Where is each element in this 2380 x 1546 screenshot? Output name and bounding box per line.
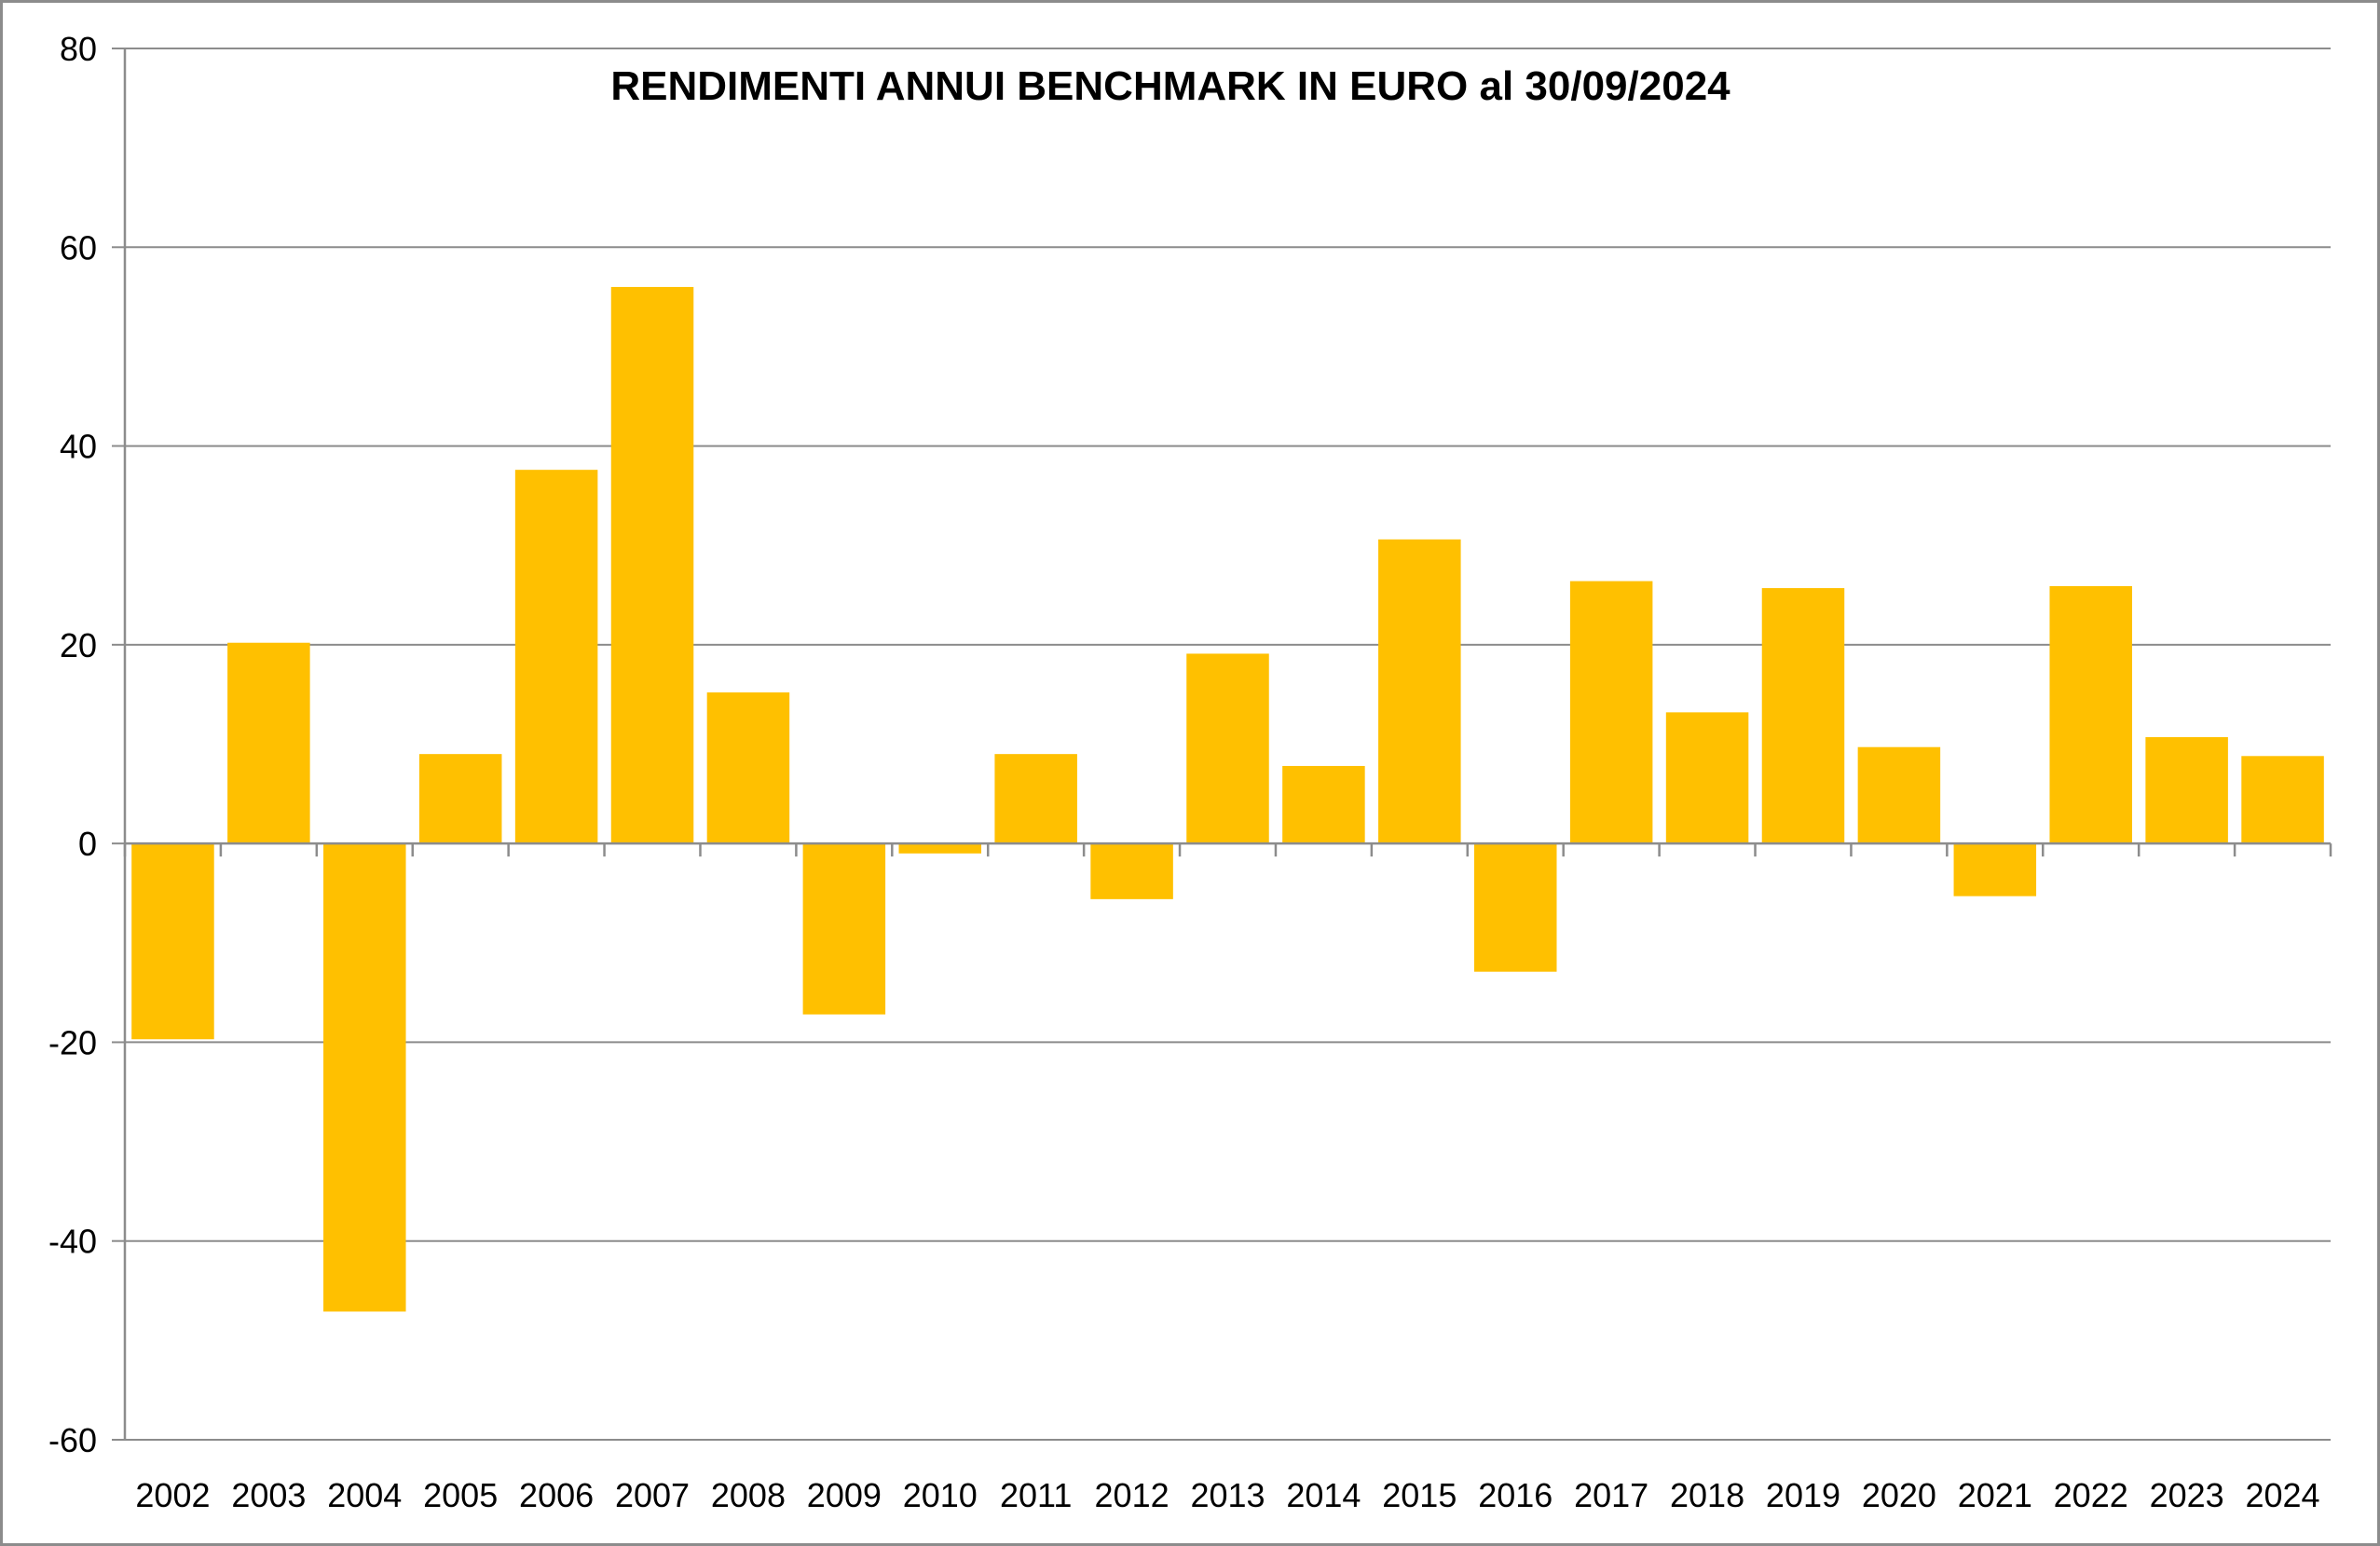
x-tick-label: 2018 <box>1670 1476 1744 1514</box>
x-tick-label: 2015 <box>1382 1476 1457 1514</box>
x-tick-label: 2009 <box>807 1476 882 1514</box>
x-tick-label: 2006 <box>519 1476 594 1514</box>
x-tick-label: 2020 <box>1862 1476 1936 1514</box>
bar-2013 <box>1186 653 1269 844</box>
y-tick-label: 80 <box>60 30 97 68</box>
y-tick-label: 60 <box>60 228 97 267</box>
x-tick-label: 2023 <box>2150 1476 2224 1514</box>
y-tick-label: -60 <box>48 1421 97 1459</box>
x-tick-label: 2024 <box>2245 1476 2319 1514</box>
x-tick-label: 2013 <box>1190 1476 1265 1514</box>
axes <box>123 48 2332 1440</box>
bar-2021 <box>1953 843 2037 896</box>
x-tick-label: 2017 <box>1574 1476 1648 1514</box>
bar-2010 <box>898 843 982 854</box>
y-tick-label: 40 <box>60 428 97 466</box>
bar-2017 <box>1569 581 1653 844</box>
bar-2007 <box>610 286 694 844</box>
x-tick-label: 2004 <box>327 1476 402 1514</box>
x-tick-label: 2005 <box>423 1476 498 1514</box>
x-tick-label: 2012 <box>1095 1476 1169 1514</box>
bar-2022 <box>2049 585 2132 844</box>
bar-2015 <box>1378 539 1461 844</box>
bar-2003 <box>227 642 310 844</box>
bar-2024 <box>2241 756 2324 844</box>
bar-2009 <box>802 843 886 1015</box>
bar-2016 <box>1473 843 1557 972</box>
y-tick-label: 0 <box>78 825 97 863</box>
x-tick-label: 2019 <box>1766 1476 1840 1514</box>
y-tick-label: -40 <box>48 1223 97 1261</box>
x-tick-label: 2002 <box>135 1476 210 1514</box>
bars <box>131 286 2324 1312</box>
x-tick-labels: 2002 2003 2004 2005 2006 2007 2008 2009 2010 2011… <box>135 1476 2319 1514</box>
x-tick-label: 2003 <box>231 1476 306 1514</box>
bar-2018 <box>1665 712 1749 844</box>
y-tick-label: -20 <box>48 1023 97 1061</box>
bar-2002 <box>131 843 214 1040</box>
bar-2020 <box>1857 746 1941 844</box>
x-tick-label: 2014 <box>1286 1476 1361 1514</box>
bar-2008 <box>706 692 790 844</box>
bar-2004 <box>323 843 406 1312</box>
bar-2011 <box>994 754 1077 844</box>
x-tick-label: 2007 <box>615 1476 690 1514</box>
bar-2014 <box>1282 765 1365 844</box>
bar-2006 <box>514 470 598 844</box>
bar-2012 <box>1090 843 1173 899</box>
x-tick-label: 2010 <box>903 1476 978 1514</box>
y-tick-labels: 80 60 40 20 0 -20 -40 -60 <box>48 30 97 1459</box>
bar-2005 <box>418 754 502 844</box>
bar-2019 <box>1761 588 1845 844</box>
x-tick-label: 2008 <box>711 1476 786 1514</box>
y-tick-label: 20 <box>60 626 97 664</box>
x-tick-label: 2021 <box>1958 1476 2032 1514</box>
x-tick-label: 2016 <box>1478 1476 1552 1514</box>
chart-title: RENDIMENTI ANNUI BENCHMARK IN EURO al 30… <box>610 63 1730 109</box>
x-tick-label: 2011 <box>1000 1476 1072 1514</box>
gridlines <box>112 48 2331 1441</box>
x-tick-label: 2022 <box>2054 1476 2128 1514</box>
bar-2023 <box>2145 737 2228 844</box>
